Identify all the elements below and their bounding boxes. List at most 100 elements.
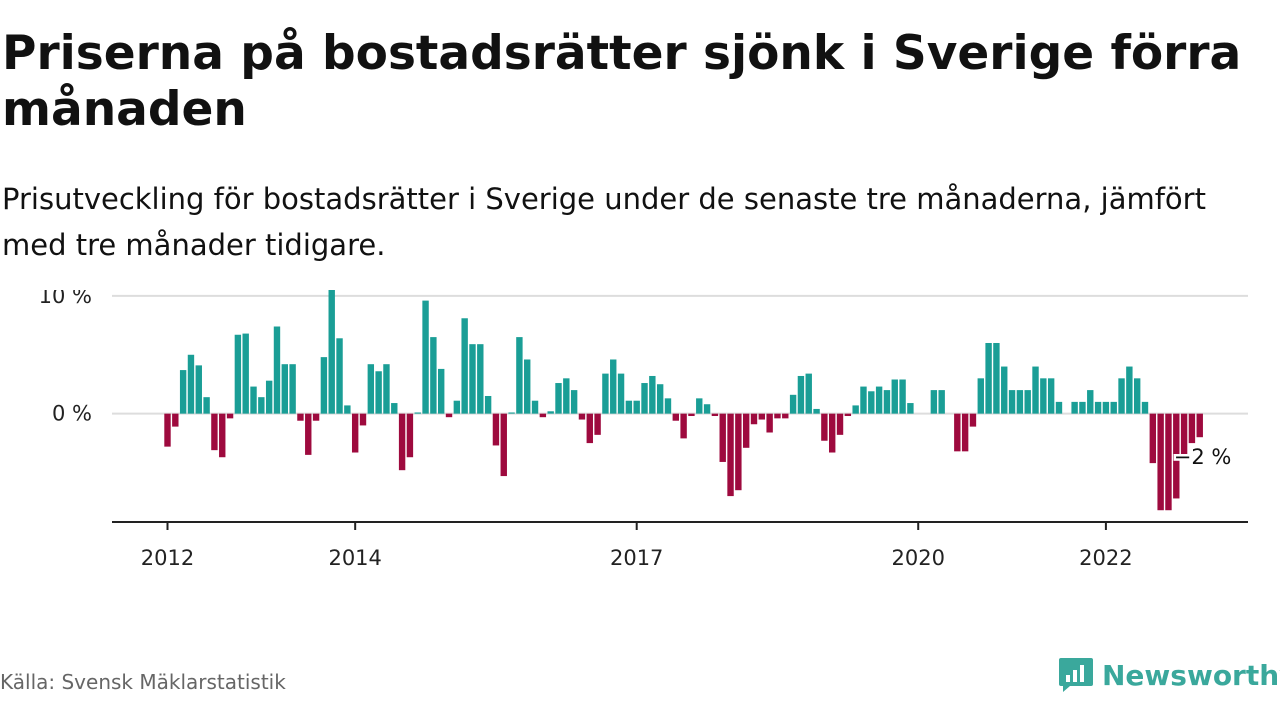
bar	[860, 386, 867, 414]
bar	[954, 413, 961, 452]
bar	[1149, 413, 1157, 464]
bar	[500, 413, 507, 477]
bar	[484, 395, 492, 414]
bar	[375, 371, 382, 414]
bar	[821, 413, 828, 441]
bar	[750, 413, 758, 425]
bar	[461, 318, 468, 414]
bar	[492, 413, 500, 446]
bar	[234, 334, 242, 414]
bar	[1040, 378, 1047, 414]
bar	[172, 413, 179, 427]
bar	[797, 375, 805, 414]
brand-name: Newsworthy	[1102, 658, 1280, 692]
bar	[297, 413, 304, 421]
bar	[758, 413, 766, 420]
bar	[938, 390, 945, 414]
bar	[1016, 390, 1024, 414]
bar	[985, 342, 992, 414]
bar	[868, 391, 875, 414]
bar	[703, 404, 711, 414]
bar	[961, 413, 969, 452]
bar	[211, 413, 218, 451]
bar	[1126, 366, 1133, 414]
bar	[578, 413, 586, 420]
bar	[789, 394, 797, 414]
bar	[438, 368, 445, 414]
bar	[406, 413, 414, 458]
bar	[1102, 401, 1110, 414]
bar	[977, 378, 984, 414]
y-tick-label: 10 %	[39, 290, 92, 308]
bar	[649, 375, 656, 414]
bar	[430, 337, 437, 414]
bar-chart: 10 % 0 % 2012 2014 2017 2020 2022 −2 %	[39, 290, 1248, 570]
bar	[570, 390, 578, 414]
chart-subtitle: Prisutveckling för bostadsrätter i Sveri…	[2, 182, 1206, 262]
bar	[664, 398, 672, 414]
bar	[610, 359, 617, 414]
bar	[891, 379, 898, 414]
bar	[969, 413, 977, 427]
bar	[805, 373, 812, 414]
bar	[1032, 366, 1039, 414]
source-note: Källa: Svensk Mäklarstatistik	[0, 670, 286, 694]
bar	[899, 379, 906, 414]
bar	[656, 384, 664, 414]
bar	[242, 333, 249, 414]
bar	[226, 413, 234, 419]
bar	[829, 413, 836, 453]
bar	[398, 413, 406, 471]
bar	[179, 370, 187, 414]
x-tick-label: 2012	[141, 546, 194, 570]
bar	[594, 413, 601, 435]
bar	[1055, 401, 1063, 414]
bar	[766, 413, 773, 433]
x-tick-label: 2022	[1079, 546, 1132, 570]
bar	[696, 398, 703, 414]
bar	[1087, 390, 1094, 414]
bar	[1173, 413, 1180, 499]
bar	[187, 354, 195, 414]
bar	[1110, 401, 1117, 414]
bar	[930, 390, 938, 414]
bar	[993, 342, 1000, 414]
bar	[250, 386, 257, 414]
bar	[508, 412, 515, 414]
bar	[312, 413, 320, 421]
page-title: Priserna på bostadsrätter sjönk i Sverig…	[2, 26, 1242, 137]
bar	[1165, 413, 1172, 511]
bar	[320, 357, 328, 414]
newsworthy-logo-icon	[1059, 658, 1093, 692]
bar	[453, 400, 461, 414]
chart-annotations: −2 %	[1171, 443, 1234, 472]
bar	[1047, 378, 1055, 414]
bar	[711, 413, 719, 417]
bar	[367, 364, 375, 414]
bar	[563, 378, 570, 414]
bar	[680, 413, 687, 439]
bar	[1180, 413, 1188, 455]
bar	[735, 413, 742, 491]
bar	[1008, 390, 1016, 414]
bar	[727, 413, 734, 497]
bar	[1196, 413, 1203, 438]
chart-bars	[164, 290, 1203, 511]
bar	[672, 413, 679, 421]
bar	[1071, 401, 1078, 414]
bar	[782, 413, 789, 419]
bar	[742, 413, 750, 448]
bar	[1079, 401, 1086, 414]
bar	[547, 411, 554, 414]
bar	[1001, 366, 1008, 414]
bar	[1094, 401, 1102, 414]
bar	[586, 413, 593, 444]
bar	[1133, 378, 1141, 414]
bar	[633, 400, 640, 414]
bar	[265, 380, 273, 414]
bar	[641, 383, 648, 414]
brand-logo: Newsworthy	[1058, 653, 1280, 697]
bar	[1118, 378, 1125, 414]
y-tick-label: 0 %	[52, 402, 92, 426]
bar	[305, 413, 312, 455]
